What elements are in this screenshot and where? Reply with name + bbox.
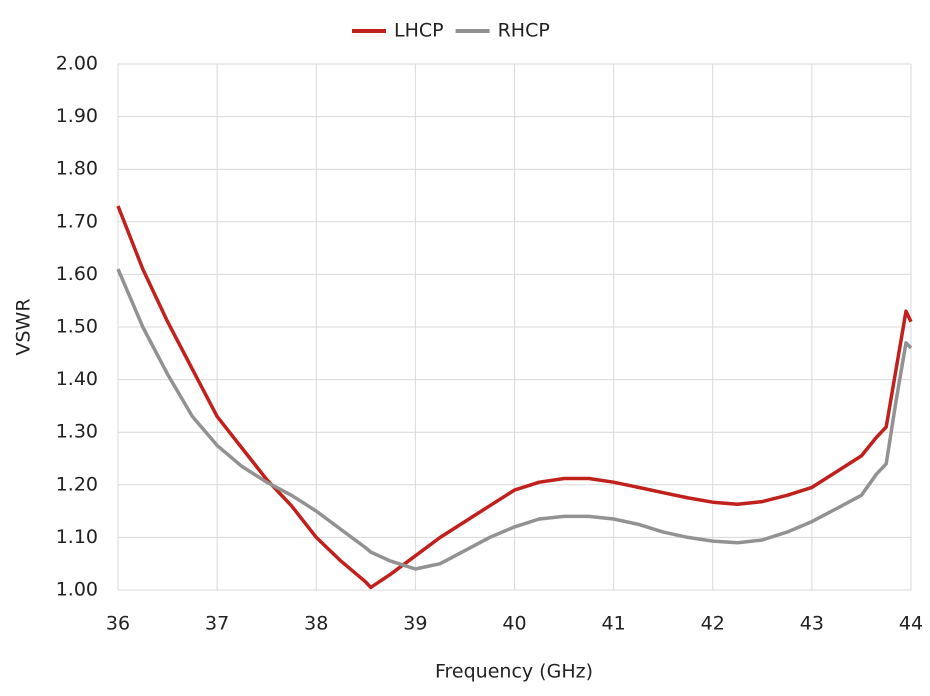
- line-series: [116, 268, 913, 571]
- line-series: [116, 205, 913, 590]
- x-tick-label: 36: [106, 613, 130, 635]
- x-tick-label: 38: [304, 613, 328, 635]
- y-tick-label: 1.90: [56, 105, 98, 127]
- x-tick-label: 39: [403, 613, 427, 635]
- y-tick-label: 1.70: [56, 210, 98, 232]
- x-axis-label: Frequency (GHz): [435, 661, 593, 683]
- y-tick-label: 1.20: [56, 473, 98, 495]
- legend-label: LHCP: [394, 20, 444, 42]
- legend-label: RHCP: [498, 20, 550, 42]
- y-tick-label: 1.10: [56, 526, 98, 548]
- x-tick-label: 40: [502, 613, 526, 635]
- y-tick-label: 1.50: [56, 316, 98, 338]
- y-tick-label: 1.00: [56, 579, 98, 601]
- x-tick-label: 41: [602, 613, 626, 635]
- y-tick-label: 1.80: [56, 158, 98, 180]
- y-axis-label: VSWR: [13, 298, 35, 355]
- x-tick-label: 42: [701, 613, 725, 635]
- x-tick-label: 44: [899, 613, 923, 635]
- y-tick-label: 1.40: [56, 368, 98, 390]
- x-tick-label: 37: [205, 613, 229, 635]
- y-tick-label: 2.00: [56, 53, 98, 75]
- y-tick-label: 1.30: [56, 421, 98, 443]
- y-tick-label: 1.60: [56, 263, 98, 285]
- x-tick-label: 43: [800, 613, 824, 635]
